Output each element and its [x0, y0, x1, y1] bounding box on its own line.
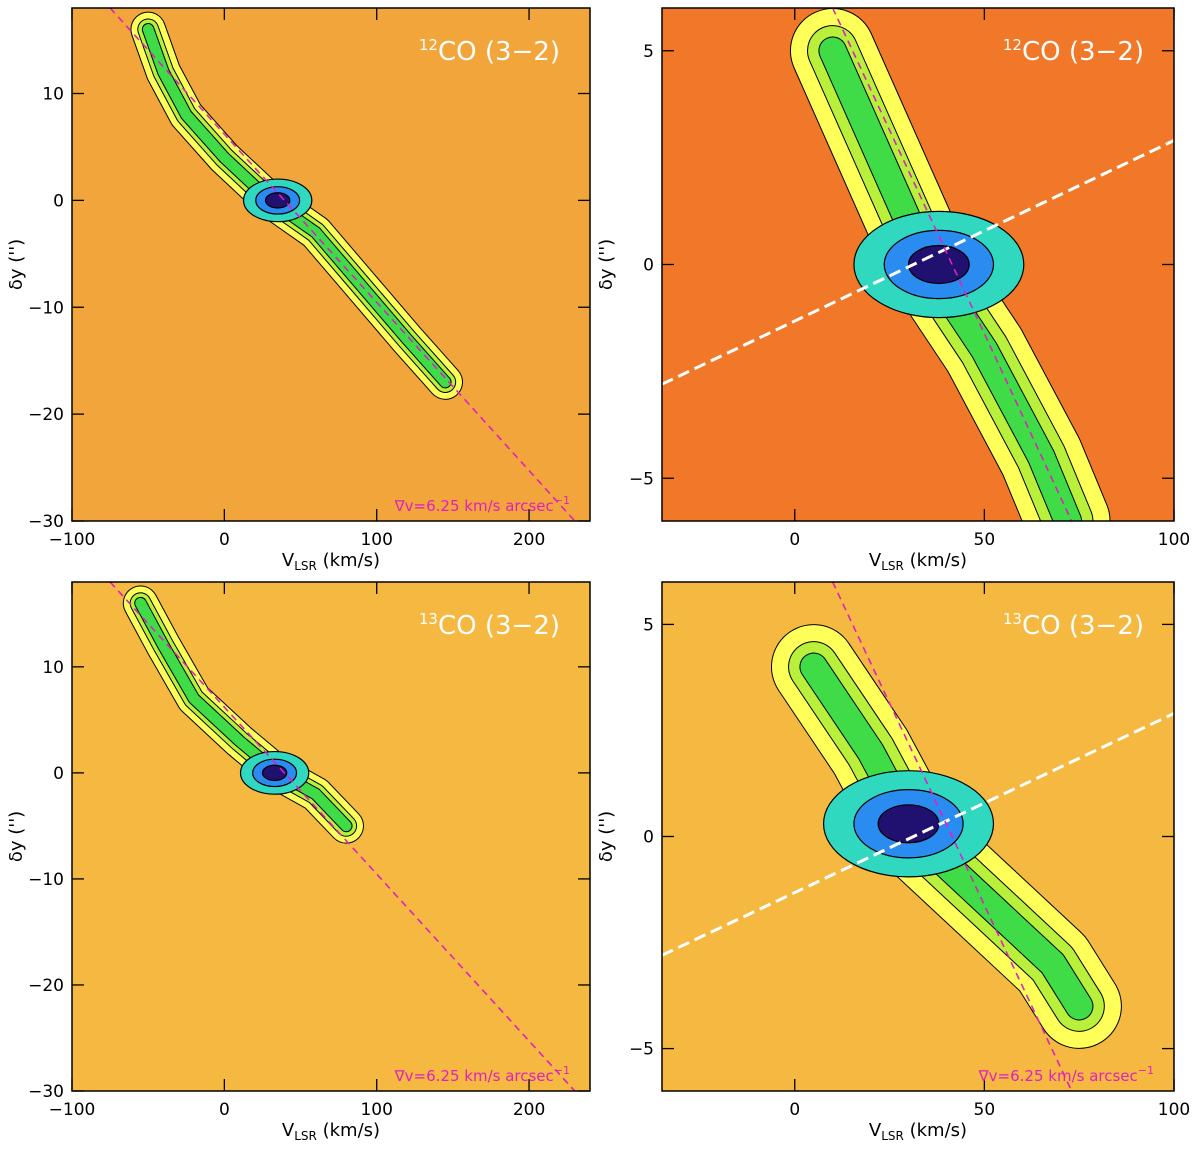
x-tick-label: 0: [789, 1100, 800, 1120]
x-tick-label: −100: [49, 1100, 96, 1120]
emission-layer-2: [135, 597, 352, 832]
white-dashed-line: [662, 139, 1174, 386]
line-label: 13CO (3−2): [419, 610, 560, 641]
y-tick-label: −5: [629, 1040, 654, 1060]
emission-map: [662, 582, 1174, 1091]
magenta-dashed-line: [109, 582, 576, 1091]
x-axis-label: VLSR (km/s): [282, 550, 380, 573]
y-tick-label: −10: [28, 870, 64, 890]
magenta-dashed-line: [109, 8, 576, 521]
emission-core-2: [264, 192, 291, 209]
y-tick-label: −10: [28, 298, 64, 318]
x-tick-label: 0: [219, 1100, 230, 1120]
magenta-dashed-line: [831, 8, 1073, 521]
x-tick-label: 0: [219, 530, 230, 550]
y-tick-label: 10: [42, 658, 64, 678]
emission-core-2: [907, 244, 970, 285]
emission-core-2: [877, 804, 940, 844]
x-axis-label: VLSR (km/s): [869, 1120, 967, 1143]
y-tick-label: −20: [28, 976, 64, 996]
x-tick-label: 100: [360, 530, 392, 550]
y-axis-label: δy (''): [6, 239, 27, 290]
line-label: 13CO (3−2): [1003, 610, 1144, 641]
gradient-label: ∇v=6.25 km/s arcsec−1: [394, 494, 570, 515]
y-axis-label: δy (''): [596, 239, 617, 290]
plot-frame: [71, 7, 591, 522]
x-tick-label: 100: [1158, 1100, 1190, 1120]
y-tick-label: −20: [28, 405, 64, 425]
emission-map: [662, 8, 1174, 521]
x-tick-label: −100: [49, 530, 96, 550]
y-tick-label: 5: [643, 42, 654, 62]
x-tick-label: 200: [513, 530, 545, 550]
magenta-dashed-line: [831, 582, 1073, 1091]
white-dashed-line: [662, 712, 1174, 957]
y-tick-label: −5: [629, 469, 654, 489]
emission-map: [109, 582, 576, 1091]
x-tick-label: 0: [789, 530, 800, 550]
gradient-label: ∇v=6.25 km/s arcsec−1: [978, 1064, 1154, 1085]
x-axis-label: VLSR (km/s): [869, 550, 967, 573]
y-tick-label: 0: [53, 191, 64, 211]
y-axis-label: δy (''): [6, 811, 27, 862]
y-axis-label: δy (''): [596, 811, 617, 862]
y-tick-label: 0: [643, 256, 654, 276]
line-label: 12CO (3−2): [419, 36, 560, 67]
x-tick-label: 200: [513, 1100, 545, 1120]
y-tick-label: 5: [643, 615, 654, 635]
emission-core-2: [261, 764, 288, 782]
x-tick-label: 100: [1158, 530, 1190, 550]
panel-bottom-right: 0 50 100 −5 0 5 VLSR (km/s) δy ('') 13CO (3−2) ∇v…: [596, 581, 1190, 1143]
y-tick-label: 0: [643, 828, 654, 848]
y-tick-label: 0: [53, 764, 64, 784]
x-axis-label: VLSR (km/s): [282, 1120, 380, 1143]
panel-top-right: 0 50 100 −5 0 5 VLSR (km/s) δy ('') 12CO (3−2): [596, 7, 1190, 573]
gradient-label: ∇v=6.25 km/s arcsec−1: [394, 1064, 570, 1085]
x-tick-label: 100: [360, 1100, 392, 1120]
y-tick-label: 10: [42, 85, 64, 105]
line-label: 12CO (3−2): [1003, 36, 1144, 67]
y-tick-label: −30: [28, 1082, 64, 1102]
x-tick-label: 50: [974, 1100, 996, 1120]
map-background: [72, 582, 590, 1091]
emission-map: [109, 8, 576, 521]
x-tick-label: 50: [974, 530, 996, 550]
plot-frame: [71, 581, 591, 1092]
y-tick-label: −30: [28, 512, 64, 532]
